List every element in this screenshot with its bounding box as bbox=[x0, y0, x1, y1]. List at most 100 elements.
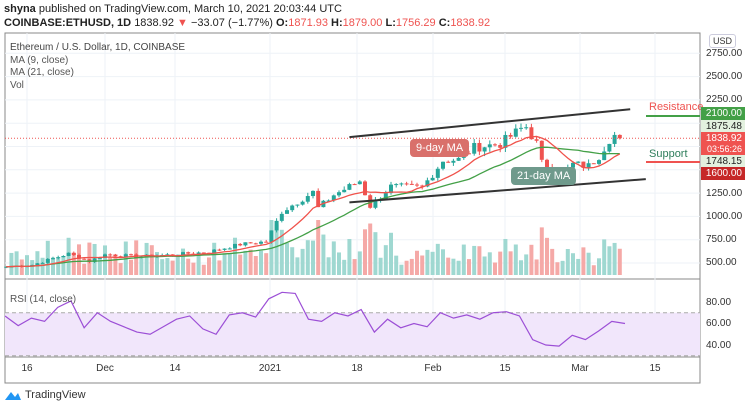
candle bbox=[534, 139, 539, 141]
volume-bar bbox=[581, 247, 586, 275]
volume-bar bbox=[61, 256, 66, 275]
rsi-tick: 80.00 bbox=[706, 297, 732, 308]
candle bbox=[446, 161, 451, 163]
candle bbox=[508, 134, 513, 137]
candle bbox=[576, 161, 581, 163]
volume-bar bbox=[545, 237, 549, 275]
candle bbox=[326, 200, 331, 202]
resistance-label: Resistance bbox=[649, 101, 704, 113]
resistance-price-tag: 2100.00 bbox=[701, 107, 745, 120]
l-label: L: bbox=[385, 17, 396, 29]
volume-bar bbox=[472, 245, 477, 275]
volume-bar bbox=[175, 254, 180, 275]
candle bbox=[123, 254, 128, 257]
candle bbox=[597, 160, 601, 164]
support-price-tag: 1600.00 bbox=[701, 167, 745, 180]
volume-bar bbox=[373, 232, 378, 275]
price-tick: 2250.00 bbox=[706, 94, 743, 105]
volume-bar bbox=[441, 249, 445, 275]
candle bbox=[617, 134, 622, 139]
candle bbox=[4, 266, 9, 268]
volume-bar bbox=[227, 253, 232, 275]
price-tick: 2500.00 bbox=[706, 71, 743, 82]
candle bbox=[274, 220, 279, 231]
candle bbox=[456, 157, 461, 161]
x-tick: Mar bbox=[571, 363, 589, 374]
volume-bar bbox=[25, 255, 29, 275]
volume-bar bbox=[233, 237, 237, 275]
volume-bar bbox=[170, 260, 175, 275]
candle bbox=[295, 204, 300, 206]
candle bbox=[524, 127, 529, 129]
volume-bar bbox=[77, 244, 81, 275]
candle bbox=[404, 183, 409, 185]
volume-bar bbox=[597, 258, 601, 275]
candle bbox=[290, 205, 295, 211]
candle bbox=[196, 252, 201, 254]
chart-legend: Ethereum / U.S. Dollar, 1D, COINBASE MA … bbox=[10, 42, 185, 92]
brand-name: TradingView bbox=[25, 389, 86, 401]
volume-bar bbox=[571, 253, 575, 275]
volume-bar bbox=[71, 252, 76, 275]
candle bbox=[425, 180, 430, 187]
candle bbox=[300, 201, 305, 205]
volume-bar bbox=[118, 263, 123, 275]
volume-bar bbox=[404, 260, 409, 275]
volume-bar bbox=[160, 259, 165, 275]
candle bbox=[331, 195, 336, 201]
candle bbox=[415, 184, 419, 186]
candle bbox=[113, 254, 118, 257]
candle bbox=[285, 210, 289, 214]
candle bbox=[545, 159, 549, 169]
candle bbox=[311, 190, 315, 197]
volume-bar bbox=[415, 250, 419, 275]
volume-bar bbox=[274, 224, 279, 275]
tradingview-logo[interactable]: TradingView bbox=[4, 389, 86, 401]
candle bbox=[305, 196, 310, 202]
volume-bar bbox=[565, 249, 570, 275]
price-tick: 500.00 bbox=[706, 257, 737, 268]
volume-bar bbox=[253, 255, 258, 275]
volume-bar bbox=[560, 260, 565, 275]
upper-channel-line bbox=[349, 108, 631, 139]
close-value: 1838.92 bbox=[450, 17, 491, 29]
volume-bar bbox=[155, 252, 159, 275]
volume-bar bbox=[165, 258, 170, 275]
candle bbox=[373, 199, 378, 208]
candle bbox=[363, 181, 367, 196]
currency-label[interactable]: USD bbox=[709, 34, 737, 48]
candle bbox=[222, 248, 227, 250]
symbol: COINBASE:ETHUSD, 1D bbox=[4, 17, 132, 29]
candle bbox=[347, 184, 352, 190]
candle bbox=[92, 258, 97, 262]
candle bbox=[118, 256, 123, 258]
candle bbox=[612, 134, 617, 144]
candle bbox=[108, 254, 113, 256]
volume-bar bbox=[144, 242, 149, 275]
volume-bar bbox=[503, 238, 508, 275]
volume-bar bbox=[519, 260, 523, 275]
high-value: 1879.00 bbox=[342, 17, 383, 29]
volume-bar bbox=[311, 240, 315, 275]
ma9-line bbox=[6, 135, 621, 268]
volume-bar bbox=[217, 260, 222, 275]
volume-bar bbox=[264, 253, 269, 275]
open-value: 1871.93 bbox=[288, 17, 328, 29]
candle bbox=[129, 254, 133, 256]
volume-bar bbox=[40, 257, 45, 275]
candle bbox=[409, 183, 414, 185]
volume-bar bbox=[347, 239, 352, 275]
candle bbox=[45, 258, 50, 263]
ma9-price-tag: 1875.48 bbox=[701, 120, 745, 133]
legend-title: Ethereum / U.S. Dollar, 1D, COINBASE bbox=[10, 42, 186, 53]
volume-bar bbox=[196, 254, 201, 275]
candle bbox=[487, 144, 492, 148]
candle bbox=[212, 249, 217, 254]
ma21-price-tag: 1748.15 bbox=[701, 155, 745, 168]
volume-bar bbox=[201, 264, 206, 275]
price-tick: 1250.00 bbox=[706, 188, 743, 199]
candle bbox=[259, 241, 263, 244]
volume-bar bbox=[238, 254, 243, 275]
volume-bar bbox=[394, 255, 399, 275]
